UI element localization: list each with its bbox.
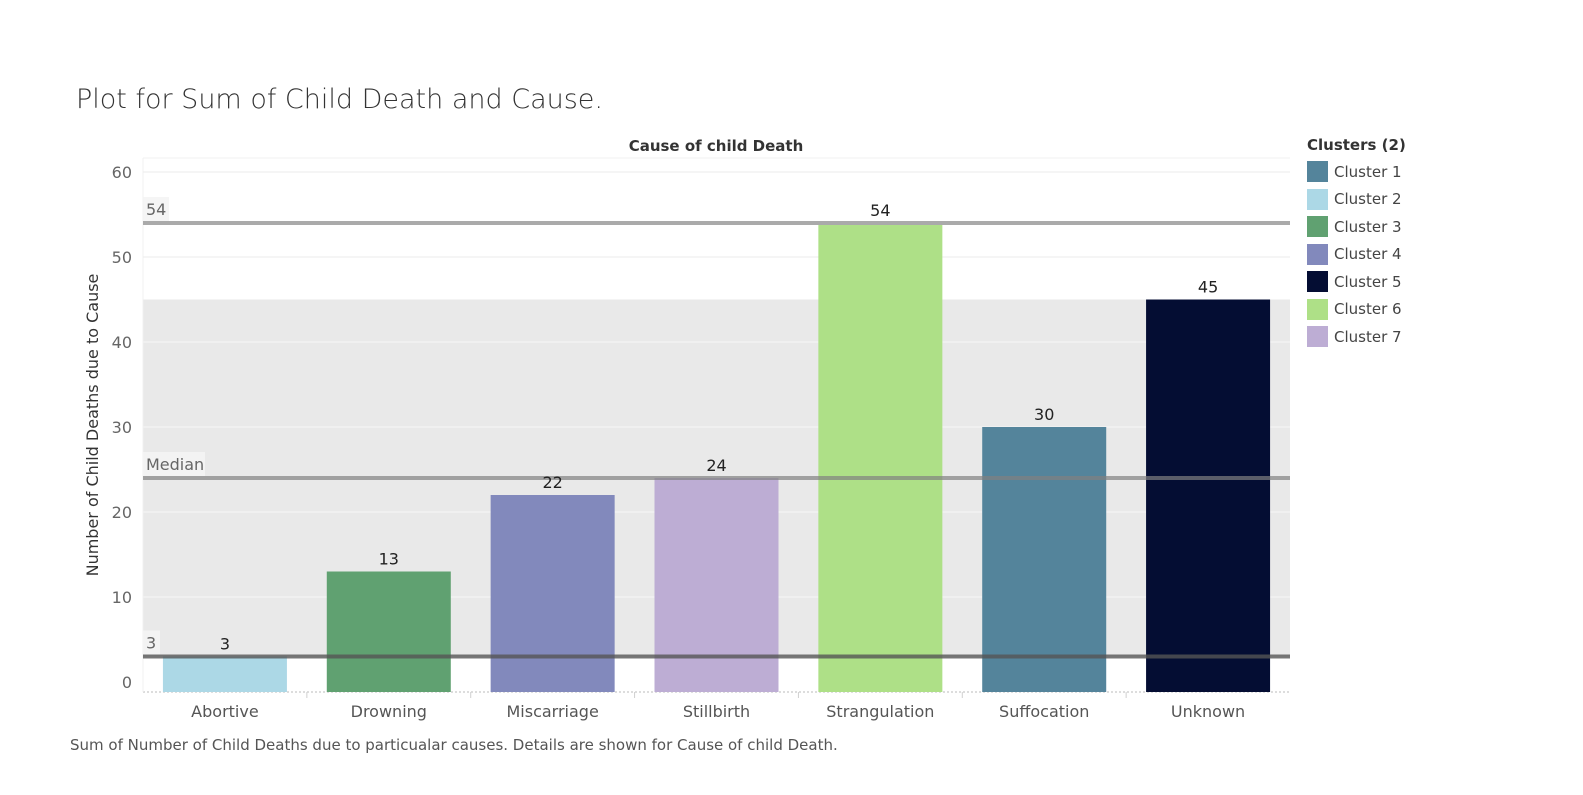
bar-miscarriage — [490, 495, 615, 692]
legend-label: Cluster 5 — [1334, 272, 1402, 291]
legend-label: Cluster 6 — [1334, 300, 1402, 319]
bar-suffocation — [982, 427, 1107, 692]
y-tick-label: 10 — [112, 588, 132, 607]
legend-label: Cluster 3 — [1334, 217, 1402, 236]
legend-swatch — [1307, 161, 1328, 183]
bar-drowning — [326, 571, 451, 692]
bar-abortive — [162, 656, 287, 692]
legend-item[interactable]: Cluster 1 — [1307, 158, 1406, 186]
legend-item[interactable]: Cluster 6 — [1307, 296, 1406, 324]
bar-strangulation — [818, 223, 943, 692]
x-tick-label: Drowning — [351, 702, 427, 721]
y-tick-label: 50 — [112, 248, 132, 267]
x-tick-label: Abortive — [191, 702, 259, 721]
legend-item[interactable]: Cluster 7 — [1307, 323, 1406, 351]
data-label: 13 — [379, 550, 399, 569]
legend-swatch — [1307, 216, 1328, 238]
legend-item[interactable]: Cluster 3 — [1307, 213, 1406, 241]
legend-label: Cluster 1 — [1334, 162, 1402, 181]
legend-items: Cluster 1 Cluster 2 Cluster 3 Cluster 4 Clus… — [1307, 158, 1406, 351]
data-label: 45 — [1198, 278, 1218, 297]
x-tick-label: Suffocation — [999, 702, 1089, 721]
x-axis-title: Cause of child Death — [629, 137, 804, 155]
chart-caption: Sum of Number of Child Deaths due to par… — [70, 736, 838, 754]
label-layer: 0 10 20 30 40 50 60 3 Abortive 13 Drowning 22 Miscar… — [83, 137, 1245, 721]
legend-title: Clusters (2) — [1307, 136, 1406, 154]
legend-swatch — [1307, 298, 1328, 320]
legend-item[interactable]: Cluster 4 — [1307, 241, 1406, 269]
y-tick-label: 40 — [112, 333, 132, 352]
legend-item[interactable]: Cluster 5 — [1307, 268, 1406, 296]
reference-line-layer: 54 Median 3 — [143, 197, 1290, 659]
x-tick-label: Miscarriage — [506, 702, 598, 721]
data-label: 24 — [706, 456, 726, 475]
reference-label: 3 — [146, 634, 156, 653]
bar-unknown — [1146, 299, 1271, 692]
legend-swatch — [1307, 188, 1328, 210]
y-tick-label: 60 — [112, 163, 132, 182]
legend: Clusters (2) Cluster 1 Cluster 2 Cluster 3… — [1307, 136, 1406, 351]
x-tick-label: Unknown — [1171, 702, 1245, 721]
legend-swatch — [1307, 271, 1328, 293]
legend-label: Cluster 2 — [1334, 190, 1402, 209]
reference-label: 54 — [146, 200, 166, 219]
data-label: 22 — [542, 473, 562, 492]
reference-label-bg — [143, 452, 205, 476]
data-label: 3 — [220, 635, 230, 654]
chart-title: Plot for Sum of Child Death and Cause. — [76, 84, 603, 115]
x-tick-label: Stillbirth — [683, 702, 750, 721]
legend-swatch — [1307, 326, 1328, 348]
legend-label: Cluster 4 — [1334, 245, 1402, 264]
reference-label-bg — [143, 630, 160, 655]
data-label: 30 — [1034, 405, 1054, 424]
reference-label-bg — [143, 197, 169, 221]
legend-label: Cluster 7 — [1334, 327, 1402, 346]
x-tick-label: Strangulation — [826, 702, 934, 721]
legend-item[interactable]: Cluster 2 — [1307, 186, 1406, 214]
legend-swatch — [1307, 243, 1328, 265]
y-tick-label: 30 — [112, 418, 132, 437]
y-tick-label: 0 — [122, 673, 132, 692]
reference-label: Median — [146, 455, 204, 474]
y-axis-title: Number of Child Deaths due to Cause — [83, 274, 102, 577]
bar-stillbirth — [654, 478, 779, 692]
data-label: 54 — [870, 201, 890, 220]
y-tick-label: 20 — [112, 503, 132, 522]
